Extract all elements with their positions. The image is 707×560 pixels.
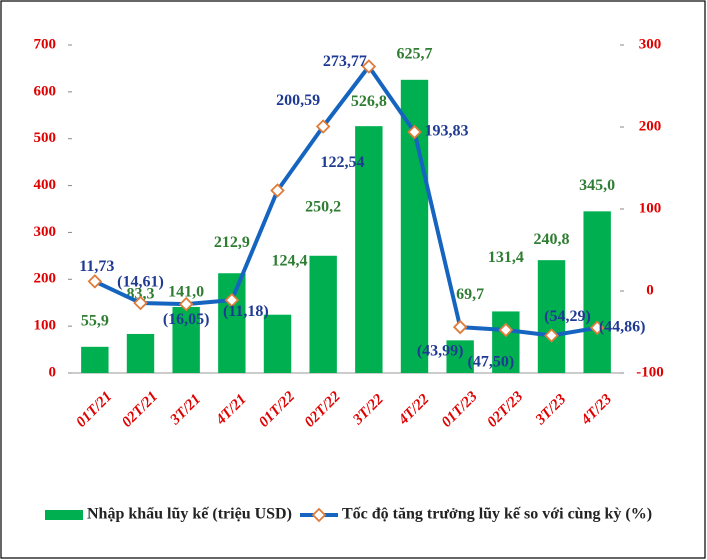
bar — [263, 314, 292, 373]
bar — [218, 273, 246, 373]
y2-tick-label: 100 — [639, 200, 662, 216]
line-label: (54,29) — [544, 308, 591, 325]
bar — [126, 333, 155, 373]
line-marker — [270, 183, 285, 198]
y-tick-label: 500 — [34, 130, 57, 146]
y-tick-label: 300 — [34, 224, 57, 240]
line-label: 273,77 — [323, 53, 367, 70]
legend-label: Tốc độ tăng trưởng lũy kế so với cùng kỳ… — [342, 506, 652, 523]
line-marker — [224, 292, 240, 308]
y-tick-label: 0 — [49, 364, 57, 380]
line-marker — [544, 328, 559, 343]
bar — [355, 126, 383, 373]
line-label: (44,86) — [599, 318, 646, 335]
line-marker — [361, 59, 377, 74]
bar-label: 131,4 — [488, 249, 524, 266]
y-tick-label: 100 — [34, 318, 57, 334]
y-tick-label: 200 — [34, 271, 57, 287]
bar — [583, 211, 611, 373]
line-label: 193,83 — [425, 123, 469, 140]
line-label: (47,50) — [468, 354, 515, 371]
line-marker — [452, 319, 468, 335]
line-label: (16,05) — [163, 311, 210, 328]
line-marker — [133, 295, 148, 311]
y2-tick-label: 0 — [646, 282, 654, 298]
bar-label: 345,0 — [579, 177, 615, 194]
bar-label: 625,7 — [397, 45, 433, 62]
line-label: 122,54 — [321, 154, 365, 171]
line-marker — [407, 124, 422, 140]
line-label: 11,73 — [79, 258, 114, 275]
bar-label: 526,8 — [351, 93, 387, 110]
y2-tick-label: 300 — [639, 36, 662, 52]
bar-label: 212,9 — [214, 234, 250, 251]
line-label: (43,99) — [417, 343, 464, 360]
y-tick-label: 600 — [34, 83, 57, 99]
y-tick-label: 400 — [34, 177, 57, 193]
bar-label: 69,7 — [456, 286, 484, 303]
bar-label: 250,2 — [305, 198, 341, 215]
bar — [446, 340, 474, 373]
y2-tick-label: -100 — [636, 364, 664, 380]
line-label: 200,59 — [276, 92, 320, 109]
bar — [537, 260, 566, 373]
bar-label: 55,9 — [81, 312, 109, 329]
legend-label: Nhập khẩu lũy kế (triệu USD) — [87, 506, 292, 523]
bar — [492, 311, 520, 373]
line-marker — [178, 296, 194, 312]
legend-swatch — [45, 510, 83, 520]
bar-label: 240,8 — [534, 231, 570, 248]
bar — [81, 346, 109, 373]
line-label: (11,18) — [223, 303, 269, 320]
line-label: (14,61) — [117, 274, 164, 291]
legend-marker — [311, 507, 327, 523]
y2-tick-label: 200 — [639, 118, 662, 134]
bar-label: 124,4 — [272, 252, 308, 269]
bar — [172, 306, 200, 373]
line-marker — [315, 119, 331, 134]
y-tick-label: 700 — [34, 36, 57, 52]
bar-label: 141,0 — [168, 284, 204, 301]
line-marker — [498, 322, 514, 338]
bar — [309, 255, 337, 373]
line-marker — [87, 274, 103, 289]
line-marker — [589, 320, 605, 336]
line — [93, 64, 598, 338]
